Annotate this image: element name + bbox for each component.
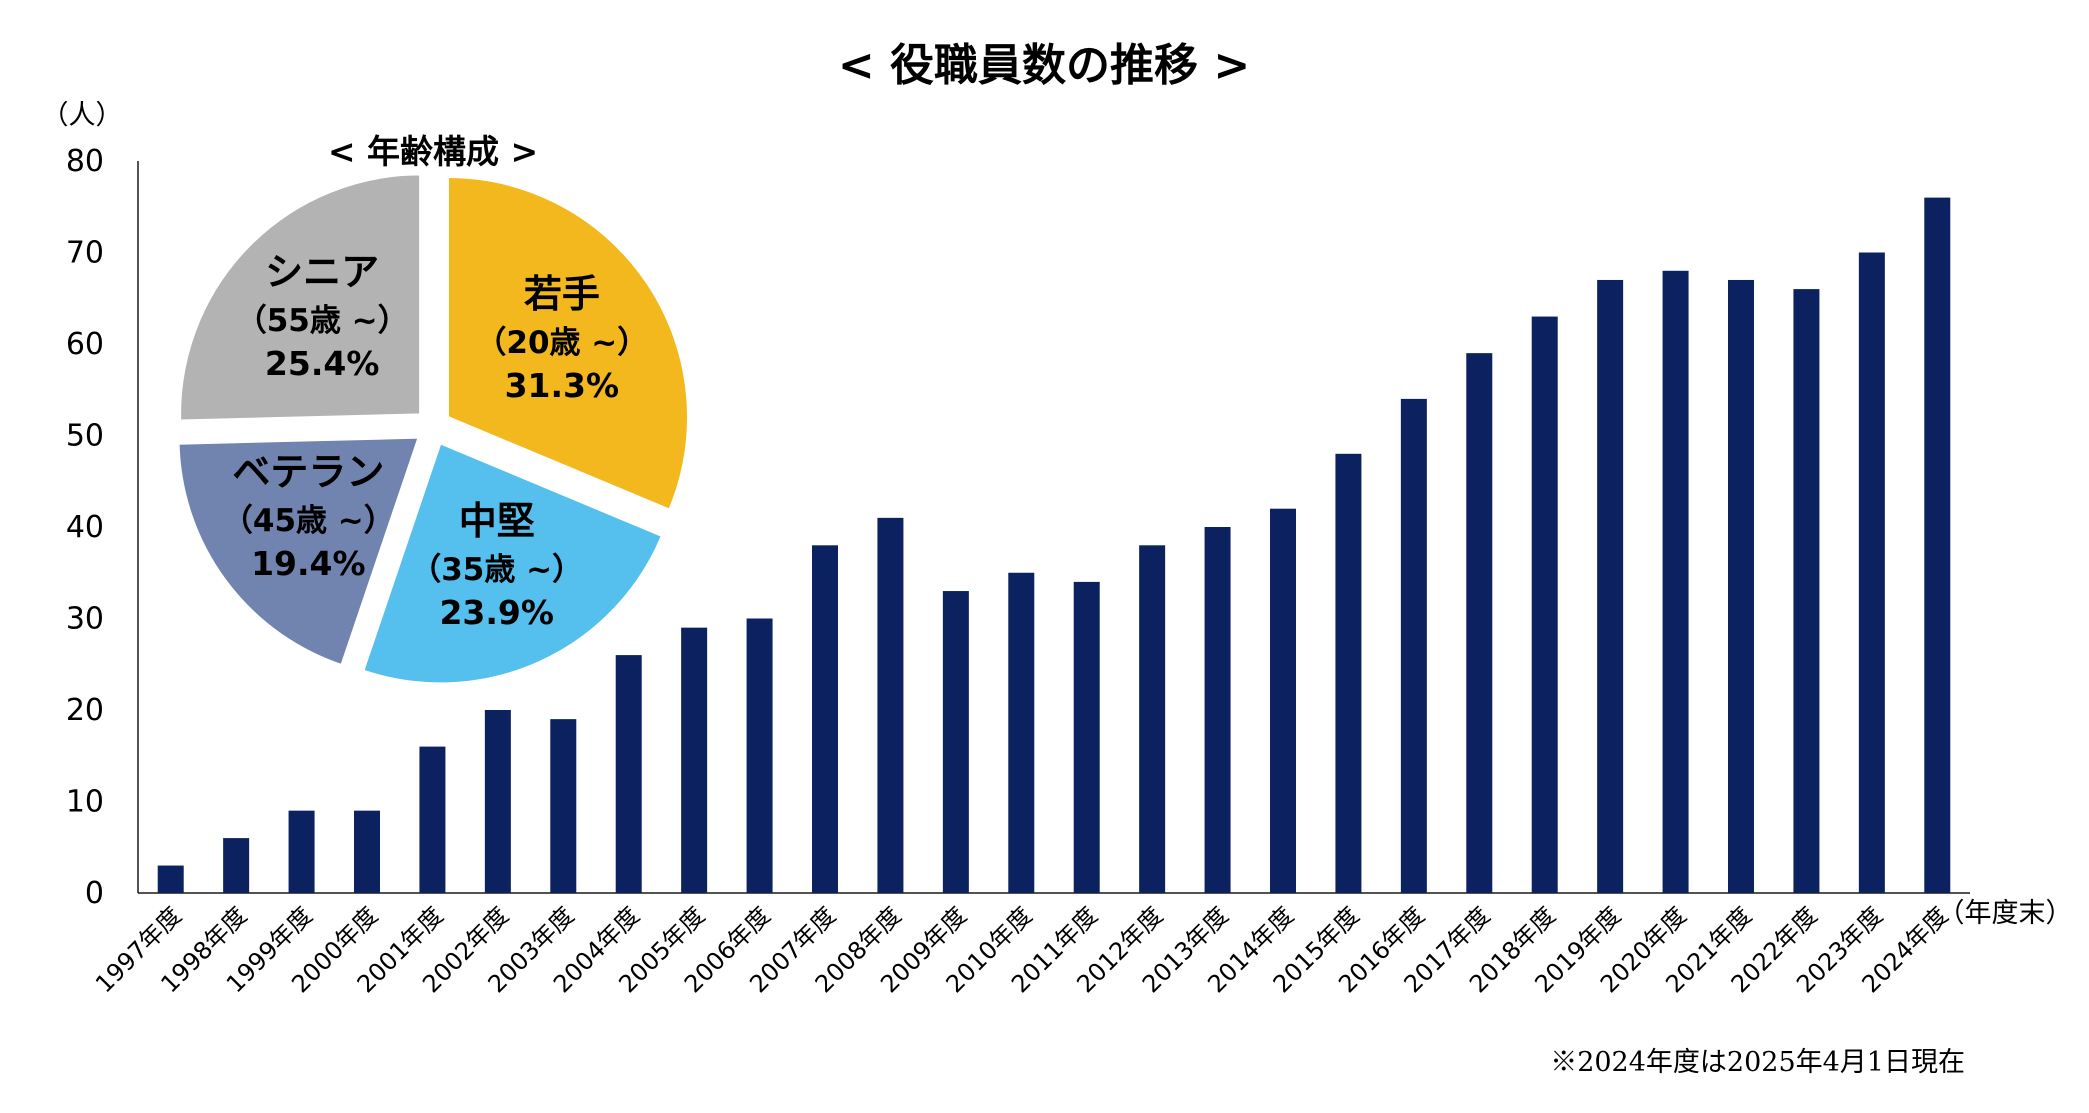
y-tick-label: 50 [66,419,104,454]
y-tick-label: 80 [66,144,104,179]
footnote: ※2024年度は2025年4月1日現在 [1550,1047,1965,1078]
y-tick-label: 40 [66,510,104,545]
pie-slice-name: シニア [265,250,379,294]
pie-slice-percent: 19.4% [251,544,366,583]
bar-2013年度 [1204,527,1231,893]
bar-2006年度 [746,618,773,893]
bar-2004年度 [615,655,642,893]
bar-1999年度 [288,810,315,893]
pie-slice-3 [179,173,422,422]
bar-2002年度 [484,710,511,893]
bar-2009年度 [942,591,969,893]
pie-slice-percent: 23.9% [439,593,554,632]
x-axis-unit: （年度末） [1938,898,2073,929]
bar-2014年度 [1270,508,1296,893]
pie-slice-age: （20歳 ~） [475,325,648,361]
y-axis-unit: （人） [42,100,123,131]
pie-slice-name: 若手 [524,272,600,316]
y-tick-label: 30 [66,602,104,637]
bar-2008年度 [877,517,904,893]
pie-slice-name: ベテラン [232,450,384,494]
bar-2021年度 [1728,279,1754,893]
y-tick-label: 10 [66,785,104,820]
bar-2020年度 [1662,270,1689,893]
bar-2017年度 [1466,353,1493,893]
bar-2024年度 [1924,197,1951,894]
y-tick-label: 60 [66,327,104,362]
y-tick-label: 20 [66,693,104,728]
chart-title: < 役職員数の推移 > [838,40,1250,91]
pie-slice-1 [362,442,663,685]
y-tick-label: 0 [85,876,104,911]
pie-slice-name: 中堅 [459,499,535,543]
bar-2003年度 [550,719,577,893]
bar-1997年度 [157,865,184,893]
bar-2010年度 [1008,572,1035,893]
bar-2018年度 [1531,316,1558,893]
y-tick-label: 70 [66,236,104,271]
pie-slice-percent: 31.3% [505,366,620,405]
pie-slice-percent: 25.4% [265,344,380,383]
bar-2019年度 [1597,279,1624,893]
bar-2022年度 [1793,289,1820,894]
bar-2007年度 [812,545,838,893]
bar-2016年度 [1400,398,1427,893]
pie-slice-age: （55歳 ~） [236,303,409,339]
bar-2011年度 [1073,581,1100,893]
age-composition-pie: < 年齢構成 > 若手 （20歳 ~） 31.3% 中堅 （35歳 ~） 23.9% ベテラン… [177,132,689,685]
bar-2001年度 [419,746,446,893]
bar-1998年度 [223,838,250,893]
pie-title: < 年齢構成 > [328,132,538,171]
bar-2005年度 [681,627,708,893]
pie-slice-age: （45歳 ~） [222,503,395,539]
bar-2000年度 [354,810,380,893]
bar-2015年度 [1335,453,1362,893]
bar-2023年度 [1858,252,1885,893]
bar-2012年度 [1139,545,1166,893]
pie-slice-2 [177,436,420,666]
pie-slice-0 [446,176,689,511]
pie-slice-age: （35歳 ~） [410,552,583,588]
